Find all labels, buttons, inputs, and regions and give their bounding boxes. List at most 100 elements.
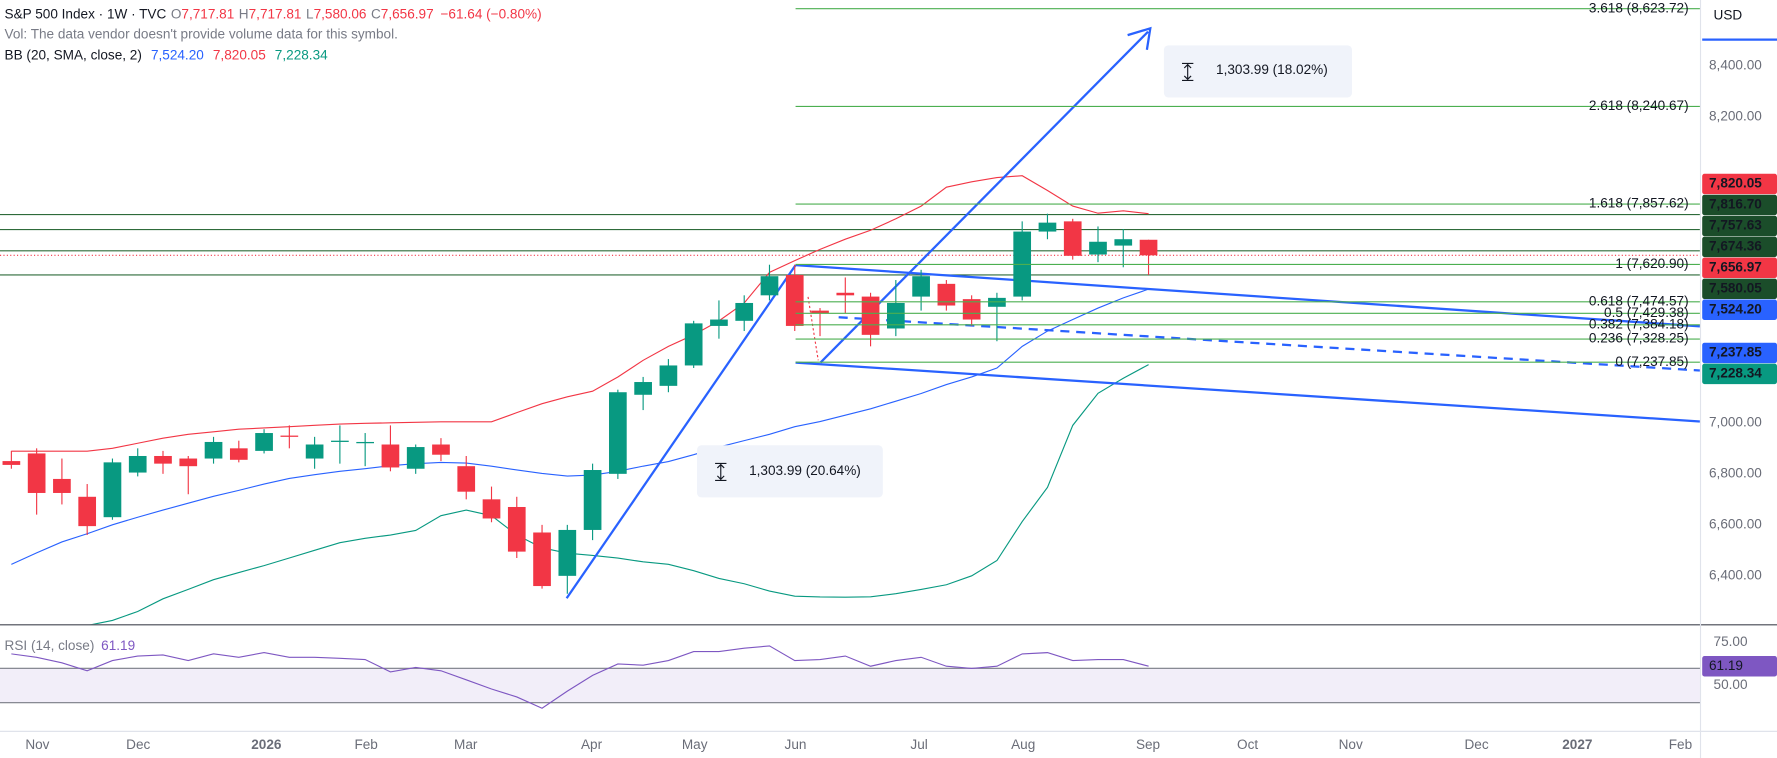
price-tag-label: 7,816.70 bbox=[1709, 197, 1762, 212]
price-tag bbox=[1702, 257, 1777, 279]
x-tick-label: Jul bbox=[910, 737, 927, 752]
currency[interactable]: USD bbox=[1714, 7, 1743, 22]
candle-body bbox=[836, 292, 855, 296]
trend-line bbox=[565, 264, 797, 599]
rsi-tag bbox=[1702, 656, 1777, 677]
candle-body bbox=[1089, 241, 1107, 255]
x-tick-label: Oct bbox=[1237, 737, 1258, 752]
ohlc-value: 7,717.81 bbox=[181, 6, 234, 21]
x-tick-label: 2027 bbox=[1562, 737, 1592, 752]
rsi-label: RSI (14, close) bbox=[5, 637, 95, 652]
candle-body bbox=[507, 506, 526, 552]
y-tick-label: 8,400.00 bbox=[1709, 57, 1762, 72]
candle-body bbox=[331, 440, 349, 442]
x-tick-label: May bbox=[682, 737, 708, 752]
channel-top bbox=[795, 263, 1700, 328]
fib-label: 0 (7,237.85) bbox=[1615, 354, 1688, 369]
price-tag-label: 7,674.36 bbox=[1709, 238, 1762, 253]
candle-body bbox=[785, 274, 804, 326]
candle-body bbox=[154, 455, 172, 464]
fib-levels: 3.618 (8,623.72) 2.618 (8,240.67) 1.618 (7… bbox=[795, 0, 1700, 369]
measure-box: 1,303.99 (18.02%) bbox=[1163, 45, 1353, 98]
dotted-line bbox=[807, 296, 819, 361]
candle-body bbox=[1038, 222, 1057, 232]
measure-bg bbox=[1163, 45, 1353, 98]
ohlc-value: 7,580.06 bbox=[314, 6, 367, 21]
x-tick-label: Feb bbox=[354, 737, 377, 752]
candle-body bbox=[229, 448, 248, 460]
fib-label: 3.618 (8,623.72) bbox=[1589, 0, 1689, 15]
fib-label: 2.618 (8,240.67) bbox=[1589, 98, 1689, 113]
x-tick-label: Nov bbox=[1339, 737, 1363, 752]
measure-bg bbox=[696, 445, 883, 498]
candle-body bbox=[684, 323, 703, 366]
price-tag bbox=[1702, 194, 1777, 216]
change: −61.64 (−0.80%) bbox=[440, 6, 541, 21]
candle-body bbox=[609, 392, 627, 474]
candle-body bbox=[204, 441, 223, 459]
rsi-tag-label: 61.19 bbox=[1709, 658, 1743, 673]
y-tick-label: 6,400.00 bbox=[1709, 567, 1762, 582]
candle-body bbox=[634, 382, 652, 395]
fib-label: 0.236 (7,328.25) bbox=[1589, 331, 1689, 346]
price-tag-label: 7,237.85 bbox=[1709, 345, 1762, 360]
rsi-band bbox=[0, 668, 1700, 703]
candle-body bbox=[811, 310, 829, 314]
candle-body bbox=[962, 299, 981, 320]
candle-body bbox=[2, 461, 21, 465]
candle-body bbox=[255, 433, 273, 451]
ohlc-key: H bbox=[239, 6, 249, 21]
price-tag-label: 7,524.20 bbox=[1709, 301, 1762, 316]
y-tick-label: 8,200.00 bbox=[1709, 108, 1762, 123]
rsi-tick-label: 75.00 bbox=[1714, 634, 1748, 649]
candle-body bbox=[912, 276, 930, 297]
measure-label: 1,303.99 (18.02%) bbox=[1216, 62, 1328, 77]
ohlc-key: O bbox=[171, 6, 182, 21]
fib-label: 0.5 (7,429.38) bbox=[1604, 305, 1689, 320]
measure-icon bbox=[715, 462, 727, 481]
candle-body bbox=[1063, 221, 1082, 256]
candle-body bbox=[937, 283, 956, 306]
axes: 8,400.00 8,200.00 7,000.00 6,800.00 6,600.00… bbox=[25, 57, 1777, 752]
candle-body bbox=[760, 276, 779, 296]
price-tag-label: 7,580.05 bbox=[1709, 280, 1762, 295]
y-tick-label: 6,800.00 bbox=[1709, 465, 1762, 480]
ohlc-value: 7,656.97 bbox=[381, 6, 434, 21]
y-tick-label: 6,600.00 bbox=[1709, 516, 1762, 531]
price-pane bbox=[0, 175, 1700, 625]
currency-box[interactable] bbox=[1703, 1, 1776, 36]
measure-box: 1,303.99 (20.64%) bbox=[696, 445, 883, 498]
candle-body bbox=[1139, 239, 1158, 256]
price-tag bbox=[1702, 342, 1777, 364]
price-tag-label: 7,757.63 bbox=[1709, 217, 1762, 232]
candle-body bbox=[710, 319, 728, 326]
fib-label: 0.618 (7,474.57) bbox=[1589, 293, 1689, 308]
candle-body bbox=[280, 435, 299, 437]
price-tag-label: 7,820.05 bbox=[1709, 176, 1762, 191]
candle-body bbox=[1114, 239, 1133, 246]
price-tag bbox=[1702, 363, 1777, 385]
x-tick-label: Mar bbox=[454, 737, 478, 752]
candle-body bbox=[659, 365, 678, 386]
rsi-legend: RSI (14, close) 61.19 bbox=[5, 637, 136, 652]
rsi-tick-label: 50.00 bbox=[1714, 677, 1748, 692]
x-tick-label: Apr bbox=[581, 737, 603, 752]
x-tick-label: Feb bbox=[1669, 737, 1692, 752]
x-tick-label: Dec bbox=[1464, 737, 1488, 752]
y-tick-label: 7,000.00 bbox=[1709, 414, 1762, 429]
bb-line bbox=[90, 364, 1149, 625]
bb-value: 7,524.20 bbox=[151, 47, 204, 62]
candle-body bbox=[583, 470, 602, 530]
candle-body bbox=[179, 458, 198, 467]
bb-line bbox=[11, 288, 1149, 565]
x-tick-label: Nov bbox=[25, 737, 49, 752]
candle-body bbox=[103, 462, 122, 518]
bb-line bbox=[11, 175, 1149, 452]
x-tick-label: Sep bbox=[1136, 737, 1160, 752]
x-tick-label: Jun bbox=[785, 737, 807, 752]
rsi-pane bbox=[0, 645, 1700, 709]
price-tag bbox=[1702, 173, 1777, 195]
ohlc-value: 7,717.81 bbox=[249, 6, 302, 21]
